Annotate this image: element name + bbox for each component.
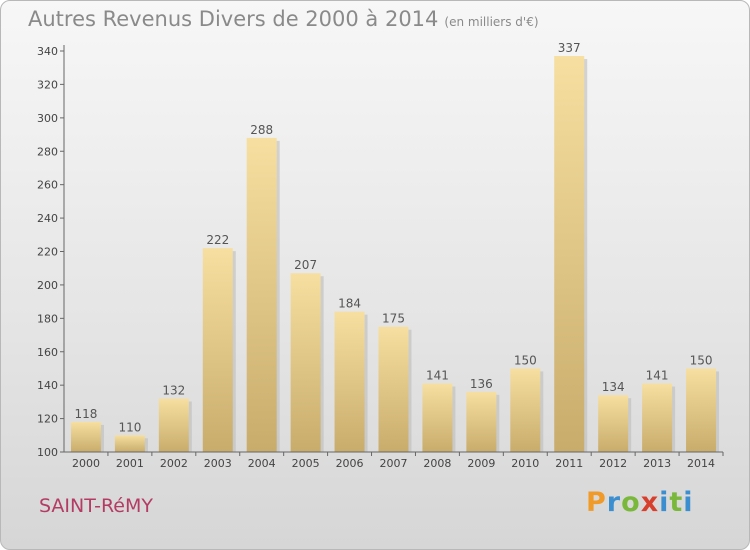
bars-group: 118 110 132 222 288 207 184 175 141 136 150 337 134 1… <box>70 41 720 452</box>
bar-value-label: 150 <box>690 353 713 367</box>
bar-value-label: 337 <box>558 41 581 55</box>
bar-value-label: 222 <box>206 233 229 247</box>
y-tick-label: 280 <box>37 145 58 158</box>
bar-2009 <box>466 391 497 452</box>
bar-2012 <box>598 395 629 452</box>
x-tick-label: 2005 <box>292 457 320 470</box>
bar-value-label: 136 <box>470 377 493 391</box>
bar-value-label: 141 <box>646 368 669 382</box>
proxiti-logo[interactable]: Proxiti <box>586 487 694 518</box>
y-tick-label: 220 <box>37 246 58 259</box>
bar-2010 <box>510 368 541 452</box>
x-tick-label: 2002 <box>160 457 188 470</box>
y-tick-label: 240 <box>37 212 58 225</box>
bar-2011 <box>554 56 585 452</box>
y-tick-label: 320 <box>37 78 58 91</box>
bar-value-label: 184 <box>338 297 361 311</box>
x-tick-label: 2004 <box>248 457 276 470</box>
x-tick-label: 2010 <box>511 457 539 470</box>
bar-value-label: 150 <box>514 353 537 367</box>
chart-title-main: Autres Revenus Divers de 2000 à 2014 <box>28 7 439 31</box>
bar-2000 <box>70 421 101 452</box>
y-tick-label: 180 <box>37 312 58 325</box>
x-tick-label: 2001 <box>116 457 144 470</box>
bar-2001 <box>114 435 145 452</box>
bar-value-label: 288 <box>250 123 273 137</box>
y-tick-label: 120 <box>37 413 58 426</box>
bar-2004 <box>246 137 277 452</box>
bar-2014 <box>686 368 717 452</box>
x-tick-label: 2008 <box>423 457 451 470</box>
x-tick-label: 2014 <box>687 457 715 470</box>
y-tick-label: 200 <box>37 279 58 292</box>
bar-2007 <box>378 326 409 452</box>
x-tick-label: 2007 <box>380 457 408 470</box>
bar-2008 <box>422 383 453 452</box>
bar-value-label: 118 <box>75 407 98 421</box>
bar-value-label: 175 <box>382 312 405 326</box>
y-tick-label: 100 <box>37 446 58 459</box>
x-tick-label: 2009 <box>467 457 495 470</box>
y-tick-label: 260 <box>37 179 58 192</box>
bar-2005 <box>290 273 321 452</box>
x-tick-label: 2000 <box>72 457 100 470</box>
chart-subtitle: (en milliers d'€) <box>444 15 539 29</box>
y-tick-label: 160 <box>37 346 58 359</box>
bar-value-label: 141 <box>426 368 449 382</box>
x-tick-label: 2013 <box>643 457 671 470</box>
y-tick-label: 340 <box>37 45 58 58</box>
bar-value-label: 207 <box>294 258 317 272</box>
x-tick-label: 2012 <box>599 457 627 470</box>
bar-value-label: 134 <box>602 380 625 394</box>
y-tick-label: 140 <box>37 379 58 392</box>
bar-2003 <box>202 248 233 452</box>
y-tick-label: 300 <box>37 112 58 125</box>
x-tick-label: 2006 <box>336 457 364 470</box>
x-tick-label: 2011 <box>555 457 583 470</box>
x-tick-label: 2003 <box>204 457 232 470</box>
bar-2006 <box>334 311 365 452</box>
commune-name: SAINT-RéMY <box>39 495 153 517</box>
axes-group: 2000 2001 2002 2003 2004 2005 2006 2007 2008 2009… <box>37 45 724 470</box>
chart-title: Autres Revenus Divers de 2000 à 2014 (en … <box>28 7 539 31</box>
bar-value-label: 110 <box>118 420 141 434</box>
bar-2013 <box>642 383 673 452</box>
bar-2002 <box>158 398 189 452</box>
bar-value-label: 132 <box>162 384 185 398</box>
